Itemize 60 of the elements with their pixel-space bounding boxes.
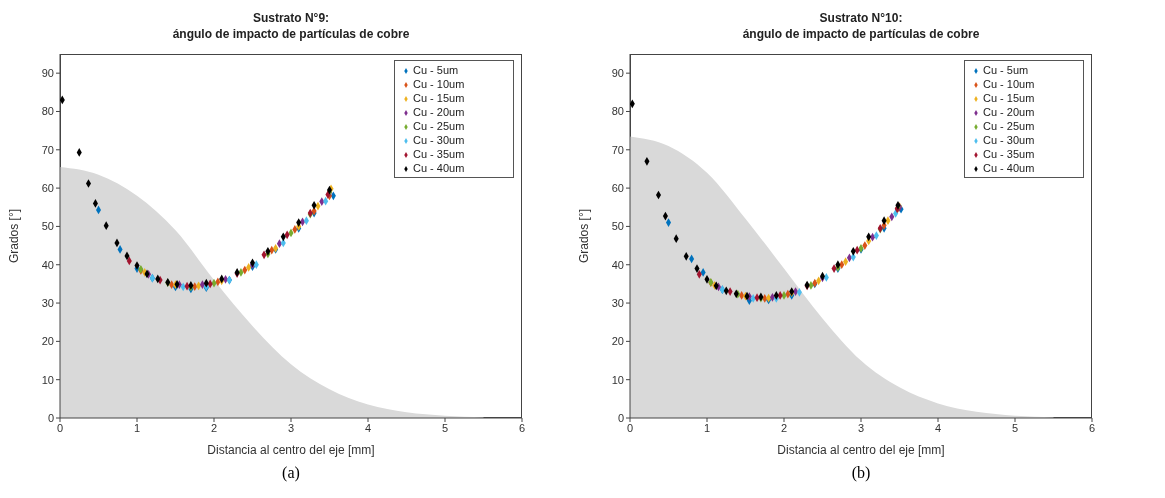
legend-label: Cu - 15um (983, 92, 1035, 104)
y-tick-label: 0 (47, 411, 54, 424)
x-tick-label: 3 (287, 421, 295, 434)
x-tick-label: 4 (934, 421, 942, 434)
legend-label: Cu - 20um (983, 106, 1035, 118)
legend-label: Cu - 35um (983, 148, 1035, 160)
legend-label: Cu - 5um (983, 64, 1029, 76)
y-axis-title: Grados [°] (7, 208, 22, 264)
legend-label: Cu - 30um (413, 134, 465, 146)
x-tick-label: 3 (857, 421, 865, 434)
x-tick-label: 4 (364, 421, 372, 434)
x-axis-title: Distancia al centro del eje [mm] (777, 443, 945, 457)
legend-label: Cu - 15um (413, 92, 465, 104)
chart-title: Sustrato N°10: (818, 10, 904, 26)
x-tick-label: 1 (133, 421, 141, 434)
y-tick-label: 70 (41, 143, 54, 156)
y-tick-label: 30 (611, 296, 624, 309)
x-tick-label: 0 (56, 421, 64, 434)
legend-label: Cu - 40um (983, 162, 1035, 174)
legend-label: Cu - 10um (983, 78, 1035, 90)
x-tick-label: 0 (626, 421, 634, 434)
text: (b) (850, 464, 872, 482)
y-tick-label: 50 (611, 220, 624, 233)
y-tick-label: 40 (41, 258, 54, 271)
legend-label: Cu - 5um (413, 64, 459, 76)
y-tick-label: 60 (41, 182, 54, 195)
text: (a) (281, 464, 301, 482)
x-tick-label: 5 (441, 421, 449, 434)
legend-label: Cu - 30um (983, 134, 1035, 146)
x-tick-label: 2 (780, 421, 788, 434)
x-tick-label: 6 (518, 421, 526, 434)
y-tick-label: 50 (41, 220, 54, 233)
y-tick-label: 90 (41, 67, 54, 80)
y-tick-label: 20 (611, 335, 624, 348)
legend-label: Cu - 25um (983, 120, 1035, 132)
y-tick-label: 80 (41, 105, 54, 118)
legend-label: Cu - 20um (413, 106, 465, 118)
x-tick-label: 1 (703, 421, 711, 434)
y-tick-label: 10 (41, 373, 54, 386)
y-tick-label: 30 (41, 296, 54, 309)
x-tick-label: 6 (1088, 421, 1096, 434)
y-axis-title: Grados [°] (577, 208, 592, 264)
chart-subtitle: ángulo de impacto de partículas de cobre (741, 26, 981, 42)
x-tick-label: 5 (1011, 421, 1019, 434)
chart-subtitle: ángulo de impacto de partículas de cobre (171, 26, 411, 42)
chart-title: Sustrato N°9: (251, 10, 331, 26)
y-tick-label: 20 (41, 335, 54, 348)
y-tick-label: 40 (611, 258, 624, 271)
x-axis-title: Distancia al centro del eje [mm] (207, 443, 375, 457)
legend-label: Cu - 35um (413, 148, 465, 160)
y-tick-label: 60 (611, 182, 624, 195)
y-tick-label: 80 (611, 105, 624, 118)
x-tick-label: 2 (210, 421, 218, 434)
y-tick-label: 90 (611, 67, 624, 80)
y-tick-label: 70 (611, 143, 624, 156)
y-tick-label: 10 (611, 373, 624, 386)
legend-label: Cu - 25um (413, 120, 465, 132)
legend-label: Cu - 10um (413, 78, 465, 90)
y-tick-label: 0 (617, 411, 624, 424)
legend-label: Cu - 40um (413, 162, 465, 174)
